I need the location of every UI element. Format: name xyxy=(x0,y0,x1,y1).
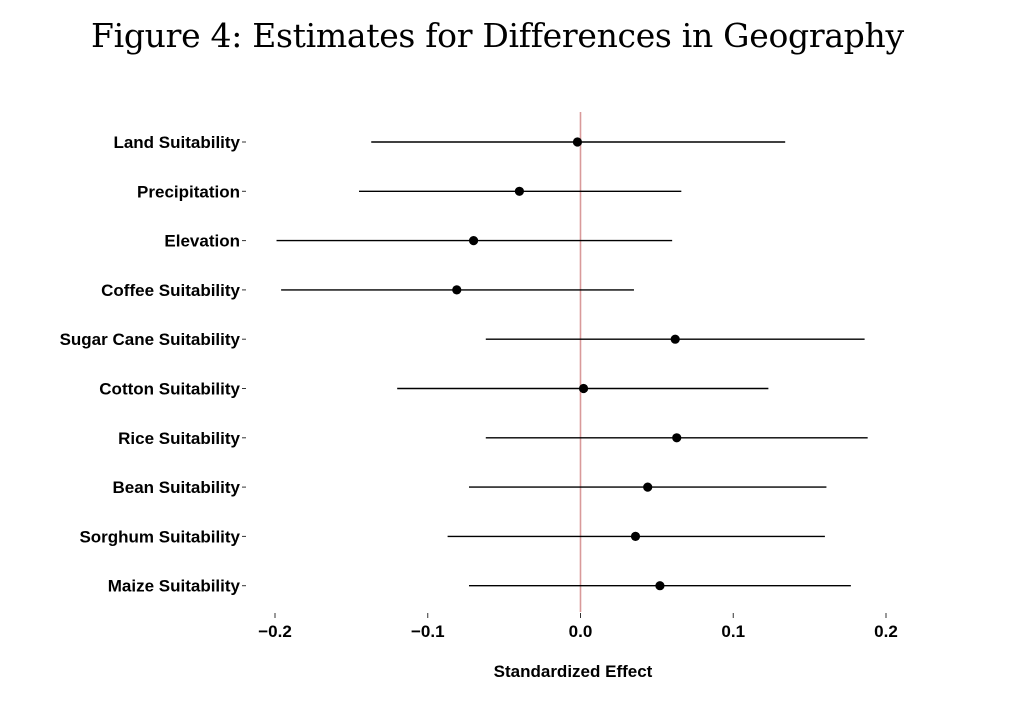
x-axis: −0.2 −0.1 0.0 0.1 0.2 xyxy=(258,613,898,641)
point-estimate xyxy=(572,137,583,147)
y-tick-label: Coffee Suitability xyxy=(101,281,240,300)
y-axis: Land Suitability Precipitation Elevation Co… xyxy=(60,133,246,596)
point-estimate xyxy=(670,334,680,344)
point-estimate xyxy=(578,383,589,394)
point-estimate xyxy=(643,482,653,492)
y-tick-label: Elevation xyxy=(164,232,240,251)
y-tick-label: Bean Suitability xyxy=(112,478,240,497)
point-estimate xyxy=(452,285,462,295)
confidence-intervals xyxy=(276,141,868,587)
point-estimate xyxy=(655,581,665,591)
point-estimate xyxy=(672,433,682,443)
y-tick-label: Cotton Suitability xyxy=(99,380,240,399)
x-tick-label: −0.2 xyxy=(258,622,292,641)
y-tick-label: Sugar Cane Suitability xyxy=(60,330,241,349)
point-estimate xyxy=(630,531,641,542)
x-axis-title: Standardized Effect xyxy=(494,662,653,681)
x-tick-label: −0.1 xyxy=(411,622,445,641)
y-tick-label: Rice Suitability xyxy=(118,429,240,448)
figure-title: Figure 4: Estimates for Differences in G… xyxy=(91,16,904,55)
y-tick-label: Maize Suitability xyxy=(108,577,241,596)
point-estimate xyxy=(468,236,479,246)
y-tick-label: Precipitation xyxy=(137,182,240,201)
y-tick-label: Sorghum Suitability xyxy=(79,527,240,546)
y-tick-label: Land Suitability xyxy=(113,133,240,152)
x-tick-label: 0.0 xyxy=(569,622,593,641)
point-estimate xyxy=(514,186,525,196)
point-estimates xyxy=(452,137,682,591)
x-tick-label: 0.2 xyxy=(874,622,898,641)
x-tick-label: 0.1 xyxy=(721,622,745,641)
